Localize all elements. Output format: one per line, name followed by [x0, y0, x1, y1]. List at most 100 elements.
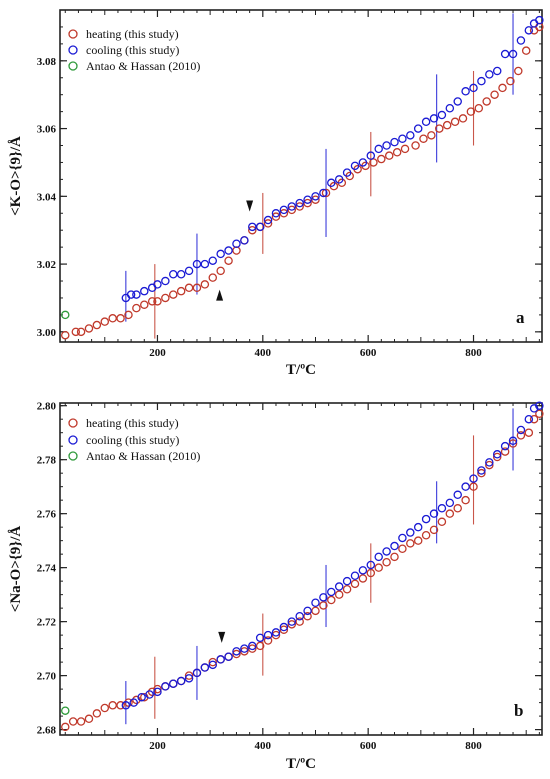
cooling-point — [200, 663, 210, 672]
cooling-point — [500, 49, 510, 59]
heating-point — [500, 447, 510, 456]
y-tick-label: 3.08 — [37, 56, 57, 68]
heating-point — [295, 202, 304, 211]
heating-point — [400, 144, 410, 154]
legend-label-cooling: cooling (this study) — [86, 43, 179, 57]
cooling-point — [255, 633, 265, 643]
x-tick-label: 600 — [360, 740, 377, 752]
x-tick-label: 400 — [255, 347, 272, 359]
heating-point — [427, 131, 436, 140]
cooling-point — [366, 151, 376, 160]
heating-point — [76, 327, 86, 337]
heating-point — [184, 283, 194, 293]
y-tick-label: 2.74 — [37, 563, 57, 575]
cooling-point — [535, 401, 544, 410]
cooling-point — [516, 425, 526, 435]
cooling-point — [516, 36, 526, 45]
heating-point — [342, 584, 352, 594]
heating-point — [435, 124, 444, 133]
cooling-point — [524, 414, 534, 424]
x-tick-label: 800 — [465, 347, 482, 359]
cooling-point — [240, 644, 249, 653]
y-tick-label: 2.76 — [37, 509, 57, 521]
heating-point — [521, 46, 531, 55]
cooling-point — [350, 571, 360, 580]
x-tick-label: 200 — [149, 740, 166, 752]
heating-point — [279, 209, 289, 218]
y-tick-label: 2.70 — [37, 671, 57, 683]
legend-marker-cooling — [68, 435, 78, 445]
heating-point — [390, 552, 399, 562]
arrow-down-marker — [246, 200, 254, 212]
heating-point — [398, 544, 407, 554]
cooling-point — [413, 522, 423, 532]
cooling-point — [461, 87, 470, 96]
arrow-up-marker — [216, 289, 224, 301]
cooling-point — [535, 15, 544, 25]
cooling-point — [319, 593, 328, 602]
heating-point — [374, 563, 383, 572]
cooling-point — [461, 482, 470, 491]
y-axis-label: <K-O>{9}/Å — [8, 136, 24, 216]
heating-point — [421, 531, 431, 540]
y-tick-label: 2.68 — [37, 725, 57, 737]
heating-point — [437, 517, 447, 527]
heating-point — [482, 97, 491, 106]
heating-point — [76, 717, 86, 726]
cooling-point — [469, 474, 478, 483]
heating-point — [208, 657, 218, 667]
cooling-point — [271, 628, 281, 637]
heating-point — [498, 83, 507, 93]
plot-frame — [59, 9, 543, 343]
legend-marker-heating — [68, 418, 78, 428]
heating-point — [176, 286, 186, 296]
heating-point — [334, 590, 344, 599]
heating-point — [303, 198, 312, 208]
heating-point — [477, 468, 486, 478]
reference-point — [61, 706, 70, 715]
heating-point — [153, 684, 162, 694]
heating-point — [224, 256, 233, 265]
heating-point — [192, 283, 202, 293]
cooling-point — [176, 269, 186, 279]
cooling-point — [169, 269, 178, 279]
cooling-point — [398, 533, 407, 543]
cooling-point — [421, 117, 431, 127]
heating-point — [216, 266, 225, 276]
heating-point — [466, 107, 476, 116]
cooling-point — [445, 498, 455, 508]
cooling-point — [287, 617, 297, 626]
legend: heating (this study) cooling (this study… — [68, 416, 200, 463]
heating-point — [287, 205, 297, 215]
cooling-point — [529, 19, 539, 28]
cooling-point — [390, 541, 399, 551]
legend-marker-antao — [68, 451, 78, 461]
cooling-point — [398, 134, 407, 143]
cooling-point — [232, 239, 241, 249]
cooling-point — [406, 528, 415, 537]
heating-point — [366, 568, 376, 578]
cooling-point — [303, 195, 312, 204]
cooling-point — [406, 131, 415, 140]
cooling-point — [192, 259, 202, 269]
cooling-point — [137, 692, 146, 702]
cooling-point — [390, 137, 399, 147]
plot-frame — [59, 402, 543, 736]
cooling-point — [429, 114, 439, 123]
heating-point — [490, 90, 499, 99]
heating-point — [303, 611, 312, 621]
y-tick-label: 2.78 — [37, 455, 57, 467]
heating-point — [311, 606, 320, 616]
legend-marker-heating — [68, 29, 78, 39]
cooling-point — [477, 466, 486, 475]
x-tick-label: 800 — [465, 740, 482, 752]
heating-point — [116, 701, 125, 710]
cooling-point — [129, 698, 138, 707]
y-tick-label: 2.80 — [37, 401, 57, 413]
heating-point — [514, 66, 523, 76]
heating-point — [516, 431, 526, 440]
heating-point — [240, 647, 249, 656]
cooling-point — [279, 205, 289, 215]
cooling-point — [358, 158, 368, 167]
heating-point — [108, 701, 117, 710]
